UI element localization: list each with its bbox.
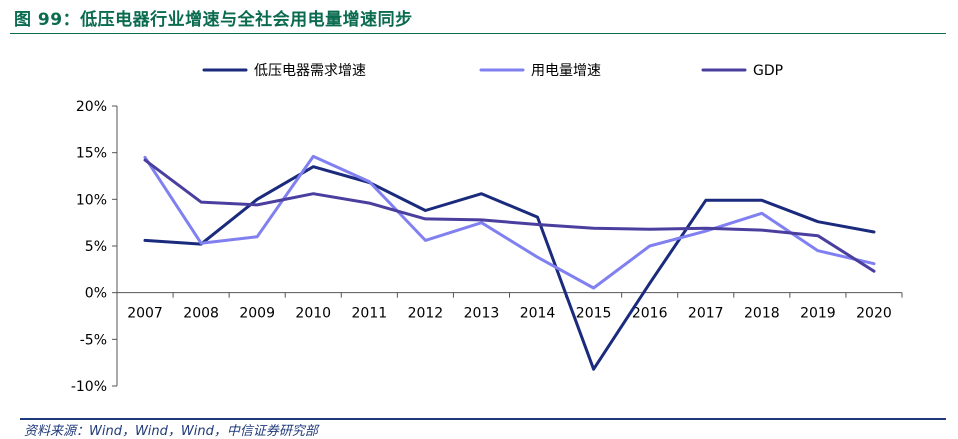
legend-label: 用电量增速 [531,63,601,79]
chart-legend: 低压电器需求增速 用电量增速 GDP [202,63,783,79]
series-lines [143,154,876,371]
y-tick-label: 20% [76,99,107,115]
x-tick-label: 2012 [408,306,444,322]
y-tick-label: 5% [85,239,107,255]
x-tick-label: 2019 [800,306,836,322]
x-tick-label: 2017 [688,306,724,322]
x-tick-label: 2010 [295,306,331,322]
x-tick-label: 2014 [520,306,556,322]
x-tick-label: 2015 [576,306,612,322]
x-tick-label: 2020 [856,306,892,322]
x-tick-label: 2013 [464,306,500,322]
x-tick-label: 2016 [632,306,668,322]
source-note: 资料来源：Wind，Wind，Wind，中信证券研究部 [24,424,318,439]
x-tick-labels: 2007 2008 2009 2010 2011 2012 2013 2014 2015 2016… [127,306,892,322]
series-line-2 [143,154,876,290]
y-tick-labels: 20% 15% 10% 5% 0% -5% -10% [71,99,107,395]
y-tick-label: 0% [85,286,107,302]
y-tick-label: 15% [76,146,107,162]
series-line-1 [143,165,876,371]
source-divider [20,418,946,420]
y-tick-label: 10% [76,192,107,208]
series-line-3 [143,158,876,273]
y-tick-label: -5% [80,332,107,348]
x-tick-label: 2009 [239,306,275,322]
legend-label: 低压电器需求增速 [254,63,366,79]
figure-title: 图 99：低压电器行业增速与全社会用电量增速同步 [14,10,413,30]
x-tick-label: 2007 [127,306,163,322]
x-tick-label: 2011 [352,306,388,322]
chart-axes [112,105,903,387]
title-divider [10,33,946,34]
y-tick-label: -10% [71,379,107,395]
x-tick-label: 2018 [744,306,780,322]
legend-label: GDP [753,63,783,79]
x-tick-label: 2008 [183,306,219,322]
